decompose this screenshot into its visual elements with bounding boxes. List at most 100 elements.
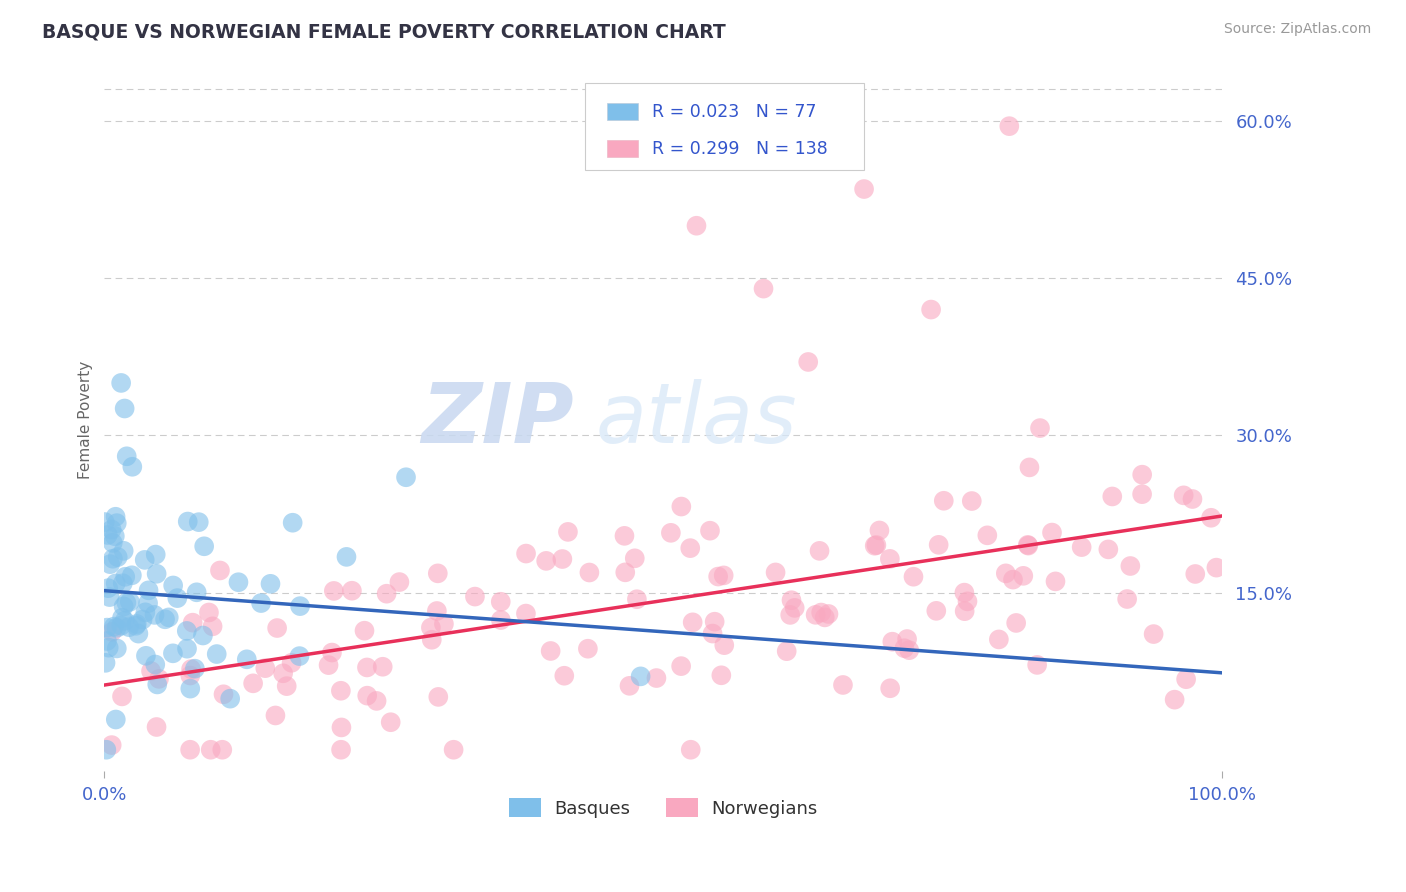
Point	[110, 618, 132, 632]
Bar	[607, 103, 638, 120]
Point	[1175, 672, 1198, 686]
Point	[103, 619, 125, 633]
Point	[105, 621, 128, 635]
Point	[176, 624, 198, 638]
Point	[994, 566, 1017, 581]
Point	[534, 554, 557, 568]
Point	[105, 516, 128, 530]
Point	[1001, 573, 1024, 587]
Point	[702, 626, 724, 640]
Point	[987, 632, 1010, 647]
FancyBboxPatch shape	[585, 83, 865, 170]
Point	[98, 557, 121, 571]
Point	[817, 607, 839, 621]
Point	[98, 590, 121, 604]
Point	[685, 219, 707, 233]
Point	[96, 743, 118, 757]
Point	[112, 543, 135, 558]
Point	[659, 525, 682, 540]
Point	[420, 632, 443, 647]
Point	[1005, 615, 1028, 630]
Point	[932, 493, 955, 508]
Point	[111, 576, 134, 591]
Point	[578, 566, 600, 580]
Point	[191, 628, 214, 642]
Point	[208, 564, 231, 578]
Point	[125, 617, 148, 632]
Point	[242, 676, 264, 690]
Point	[956, 594, 979, 608]
Point	[976, 528, 998, 542]
Point	[340, 583, 363, 598]
Point	[266, 621, 288, 635]
Point	[110, 376, 132, 390]
Point	[703, 615, 725, 629]
Text: BASQUE VS NORWEGIAN FEMALE POVERTY CORRELATION CHART: BASQUE VS NORWEGIAN FEMALE POVERTY CORRE…	[42, 22, 725, 41]
Text: R = 0.299   N = 138: R = 0.299 N = 138	[652, 140, 828, 158]
Point	[699, 524, 721, 538]
Point	[865, 538, 887, 552]
Point	[879, 681, 901, 696]
Point	[1026, 657, 1049, 672]
Point	[1045, 574, 1067, 589]
Point	[1017, 539, 1039, 553]
Point	[920, 302, 942, 317]
Point	[97, 640, 120, 655]
Point	[211, 743, 233, 757]
Point	[201, 619, 224, 633]
Point	[623, 551, 645, 566]
Point	[868, 524, 890, 538]
Point	[1163, 692, 1185, 706]
Point	[97, 528, 120, 542]
Point	[679, 541, 702, 556]
Point	[166, 591, 188, 606]
Point	[814, 610, 837, 624]
Point	[1181, 491, 1204, 506]
Point	[100, 523, 122, 537]
Point	[433, 616, 456, 631]
Point	[101, 624, 124, 639]
Point	[105, 641, 128, 656]
Point	[613, 529, 636, 543]
Point	[853, 182, 876, 196]
Point	[1173, 488, 1195, 502]
Point	[863, 539, 886, 553]
Point	[322, 583, 344, 598]
Point	[464, 590, 486, 604]
Point	[162, 646, 184, 660]
Point	[104, 576, 127, 591]
Legend: Basques, Norwegians: Basques, Norwegians	[502, 791, 824, 825]
Point	[148, 672, 170, 686]
Point	[139, 664, 162, 678]
Point	[356, 689, 378, 703]
Point	[134, 553, 156, 567]
Point	[136, 596, 159, 610]
Point	[138, 583, 160, 598]
Point	[515, 607, 537, 621]
Point	[426, 604, 449, 618]
Point	[125, 619, 148, 633]
Point	[101, 551, 124, 566]
Point	[893, 641, 915, 656]
Point	[551, 552, 574, 566]
Point	[713, 568, 735, 582]
Point	[682, 615, 704, 630]
Point	[97, 581, 120, 595]
Point	[783, 600, 806, 615]
Point	[321, 646, 343, 660]
Point	[710, 668, 733, 682]
Point	[832, 678, 855, 692]
Point	[1070, 540, 1092, 554]
Point	[780, 593, 803, 607]
Point	[375, 587, 398, 601]
Point	[181, 615, 204, 630]
Point	[1040, 525, 1063, 540]
Point	[1012, 569, 1035, 583]
Point	[100, 738, 122, 752]
Point	[212, 687, 235, 701]
Point	[630, 669, 652, 683]
Point	[1199, 510, 1222, 524]
Point	[810, 606, 832, 620]
Point	[669, 659, 692, 673]
Point	[276, 679, 298, 693]
